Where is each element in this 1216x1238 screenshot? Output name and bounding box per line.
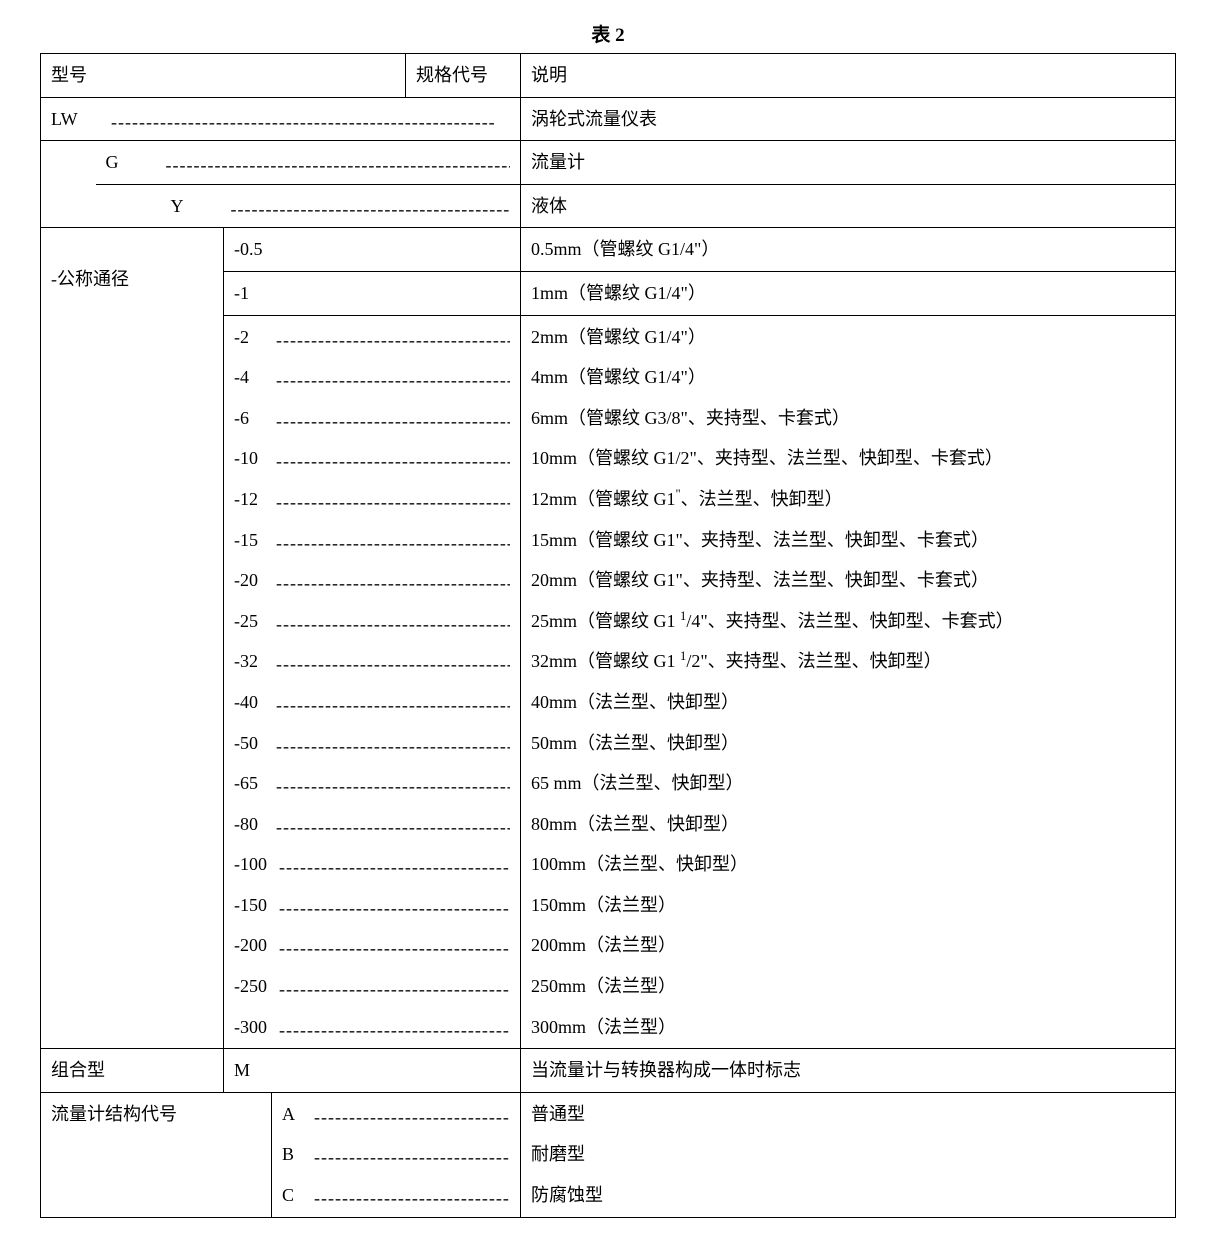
diameter-label: -公称通径 — [51, 269, 129, 289]
code-dia-10: -10 — [234, 443, 264, 474]
struct-label: 流量计结构代号 — [41, 1092, 272, 1217]
desc-dia-250: 250mm（法兰型） — [531, 971, 1165, 1002]
desc-dia-15: 15mm（管螺纹 G1"、夹持型、法兰型、快卸型、卡套式） — [531, 525, 1165, 556]
code-dia-0: -0.5 — [224, 228, 521, 272]
code-g: G — [106, 147, 154, 178]
desc-dia-12: 12mm（管螺纹 G1"、法兰型、快卸型） — [531, 484, 1165, 515]
table-title: 表 2 — [40, 20, 1176, 47]
desc-dia-4: 4mm（管螺纹 G1/4"） — [531, 362, 1165, 393]
code-dia-250: -250 — [234, 971, 267, 1002]
desc-dia-40: 40mm（法兰型、快卸型） — [531, 687, 1165, 718]
dash-icon — [231, 194, 511, 212]
header-desc: 说明 — [521, 54, 1176, 98]
desc-dia-65: 65 mm（法兰型、快卸型） — [531, 768, 1165, 799]
dash-icon — [279, 933, 510, 951]
dash-icon — [276, 446, 510, 464]
desc-dia-50: 50mm（法兰型、快卸型） — [531, 728, 1165, 759]
desc-dia-200: 200mm（法兰型） — [531, 930, 1165, 961]
dash-icon — [276, 649, 510, 667]
dash-icon — [276, 568, 510, 586]
dash-icon — [276, 365, 510, 383]
dash-icon — [314, 1142, 510, 1160]
desc-dia-25: 25mm（管螺纹 G1 1/4"、夹持型、法兰型、快卸型、卡套式） — [531, 606, 1165, 637]
code-dia-2: -2 — [234, 322, 264, 353]
dash-icon — [276, 528, 510, 546]
desc-struct-c: 防腐蚀型 — [531, 1180, 1165, 1211]
header-spec: 规格代号 — [406, 54, 521, 98]
dash-icon — [276, 406, 510, 424]
dash-icon — [276, 609, 510, 627]
desc-dia-100: 100mm（法兰型、快卸型） — [531, 849, 1165, 880]
dash-icon — [276, 325, 510, 343]
desc-dia-10: 10mm（管螺纹 G1/2"、夹持型、法兰型、快卸型、卡套式） — [531, 443, 1165, 474]
desc-dia-1: 1mm（管螺纹 G1/4"） — [521, 271, 1176, 315]
desc-g: 流量计 — [521, 141, 1176, 185]
code-dia-300: -300 — [234, 1012, 267, 1043]
desc-dia-2: 2mm（管螺纹 G1/4"） — [531, 322, 1165, 353]
desc-dia-0: 0.5mm（管螺纹 G1/4"） — [521, 228, 1176, 272]
desc-lw: 涡轮式流量仪表 — [521, 97, 1176, 141]
row-combo: 组合型 M 当流量计与转换器构成一体时标志 — [41, 1049, 1176, 1093]
combo-desc: 当流量计与转换器构成一体时标志 — [521, 1049, 1176, 1093]
code-y: Y — [171, 191, 219, 222]
row-struct: 流量计结构代号 A B C 普通型 耐磨型 防腐蚀型 — [41, 1092, 1176, 1217]
code-dia-150: -150 — [234, 890, 267, 921]
dash-icon — [314, 1102, 510, 1120]
spec-table: 型号 规格代号 说明 LW 涡轮式流量仪表 G 流量计 Y — [40, 53, 1176, 1218]
dash-icon — [166, 150, 511, 168]
desc-struct-a: 普通型 — [531, 1099, 1165, 1130]
code-dia-12: -12 — [234, 484, 264, 515]
dash-icon — [111, 107, 510, 125]
dash-icon — [279, 852, 510, 870]
dash-icon — [279, 1015, 510, 1033]
desc-dia-300: 300mm（法兰型） — [531, 1012, 1165, 1043]
row-dia-0: -公称通径 -0.5 0.5mm（管螺纹 G1/4"） — [41, 228, 1176, 272]
code-dia-4: -4 — [234, 362, 264, 393]
dash-icon — [279, 974, 510, 992]
code-struct-b: B — [282, 1139, 302, 1170]
code-dia-200: -200 — [234, 930, 267, 961]
dash-icon — [276, 731, 510, 749]
code-dia-1: -1 — [224, 271, 521, 315]
desc-struct-b: 耐磨型 — [531, 1139, 1165, 1170]
row-g: G 流量计 — [41, 141, 1176, 185]
dash-icon — [276, 812, 510, 830]
code-lw: LW — [51, 104, 99, 135]
code-struct-c: C — [282, 1180, 302, 1211]
code-dia-80: -80 — [234, 809, 264, 840]
dash-icon — [276, 690, 510, 708]
row-y: Y 液体 — [41, 184, 1176, 228]
desc-dia-6: 6mm（管螺纹 G3/8"、夹持型、卡套式） — [531, 403, 1165, 434]
combo-code: M — [224, 1049, 521, 1093]
desc-dia-80: 80mm（法兰型、快卸型） — [531, 809, 1165, 840]
header-row: 型号 规格代号 说明 — [41, 54, 1176, 98]
dash-icon — [314, 1183, 510, 1201]
dash-icon — [276, 771, 510, 789]
code-dia-40: -40 — [234, 687, 264, 718]
header-model: 型号 — [41, 54, 406, 98]
desc-dia-20: 20mm（管螺纹 G1"、夹持型、法兰型、快卸型、卡套式） — [531, 565, 1165, 596]
code-struct-a: A — [282, 1099, 302, 1130]
code-dia-32: -32 — [234, 646, 264, 677]
code-dia-20: -20 — [234, 565, 264, 596]
code-dia-15: -15 — [234, 525, 264, 556]
code-dia-25: -25 — [234, 606, 264, 637]
dash-icon — [276, 487, 510, 505]
code-dia-6: -6 — [234, 403, 264, 434]
code-dia-50: -50 — [234, 728, 264, 759]
desc-y: 液体 — [521, 184, 1176, 228]
dash-icon — [279, 893, 510, 911]
combo-label: 组合型 — [41, 1049, 224, 1093]
desc-dia-32: 32mm（管螺纹 G1 1/2"、夹持型、法兰型、快卸型） — [531, 646, 1165, 677]
row-lw: LW 涡轮式流量仪表 — [41, 97, 1176, 141]
desc-dia-150: 150mm（法兰型） — [531, 890, 1165, 921]
code-dia-100: -100 — [234, 849, 267, 880]
code-dia-65: -65 — [234, 768, 264, 799]
